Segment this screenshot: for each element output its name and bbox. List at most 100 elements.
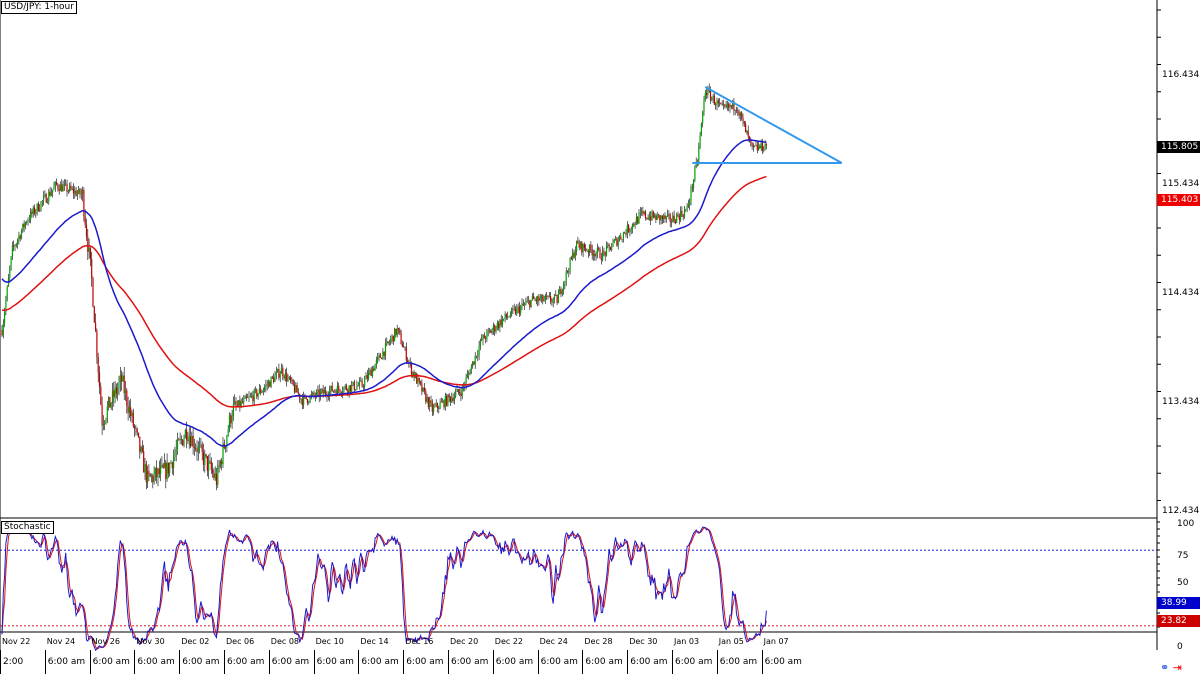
price-axis-label: 112.434 [1162,506,1200,516]
candle-body [106,406,108,419]
x-axis-time: 6:00 am [492,650,538,674]
candle-body [332,390,335,392]
candle-body [416,373,418,384]
candle-body [179,438,181,441]
price-axis-label: 116.434 [1162,70,1200,80]
candle-body [586,250,588,252]
candle-body [162,464,164,468]
candle-body [312,392,314,395]
candle-body [213,472,215,478]
candle-body [633,223,635,226]
candle-body [101,404,103,426]
scroll-to-end-icon[interactable]: ⇥ [1172,661,1182,674]
candle-body [613,239,615,243]
candle-body [69,185,71,191]
candle-body [513,308,515,310]
candle-body [254,389,257,391]
candle-body [594,253,596,257]
candle-body [390,339,392,343]
candle-body [87,236,89,252]
candle-body [443,400,445,408]
x-axis-date: Dec 16 [405,637,434,646]
candle-body [663,215,665,220]
candle-body [704,92,706,101]
candle-body [6,286,8,300]
candle-body [225,445,227,448]
candle-body [664,215,666,219]
candle-body [642,211,644,214]
candle-body [422,387,424,392]
candle-body [97,357,99,373]
candle-body [105,418,107,423]
candle-body [23,223,25,228]
candle-body [616,238,618,246]
candle-body [261,391,263,393]
candle-body [611,246,613,251]
candle-body [121,375,123,382]
candle-body [391,335,393,340]
stochastic-title: Stochastic [1,521,54,534]
candle-body [487,330,489,332]
candle-body [80,194,82,195]
candle-body [511,308,513,316]
candle-body [694,167,696,181]
candle-body [188,436,190,442]
candle-body [171,462,173,469]
candle-body [566,271,569,272]
candle-body [141,447,143,452]
candle-body [184,429,186,439]
candle-body [36,203,38,212]
candle-body [158,468,160,475]
candle-body [147,471,149,483]
x-axis-date: Dec 06 [226,637,255,646]
candle-body [543,299,545,302]
candle-body [703,100,705,112]
candle-body [563,283,565,291]
candle-body [174,453,176,458]
candle-body [127,405,129,413]
candle-body [371,368,374,377]
candle-body [163,462,166,468]
candle-body [277,369,279,372]
candle-body [240,401,242,407]
candle-body [31,211,33,214]
candle-body [501,318,504,326]
candle-body [122,375,124,382]
candle-body [763,150,765,151]
candle-body [365,375,367,380]
candle-body [280,367,283,374]
candle-body [35,211,37,214]
candle-body [706,92,708,96]
candle-body [676,214,678,223]
x-axis-time: 6:00 am [672,650,717,674]
candle-body [72,188,75,194]
candle-body [140,447,142,453]
candle-body [669,214,671,222]
x-axis-time: 6:00 am [403,650,448,674]
candle-body [132,412,134,427]
candle-body [348,385,350,393]
candle-body [124,390,127,394]
candle-body [143,451,145,473]
candle-body [433,406,435,412]
x-axis-time: 6:00 am [448,650,493,674]
candle-body [399,329,401,334]
link-icon[interactable]: ⚭ [1160,661,1170,674]
candle-body [14,245,16,247]
candle-body [656,214,658,220]
candle-body [173,457,175,469]
candle-body [180,438,182,440]
candle-body [755,144,757,146]
candle-body [699,135,701,148]
candle-body [682,215,684,217]
candle-body [498,323,500,328]
candle-body [700,123,702,136]
candle-body [291,379,293,381]
candle-body [530,299,532,307]
candle-body [131,412,133,417]
triangle-upper-trendline [704,86,843,164]
candle-body [154,468,156,475]
stoch-main-tag: 38.99 [1157,597,1200,609]
candle-body [24,222,26,228]
